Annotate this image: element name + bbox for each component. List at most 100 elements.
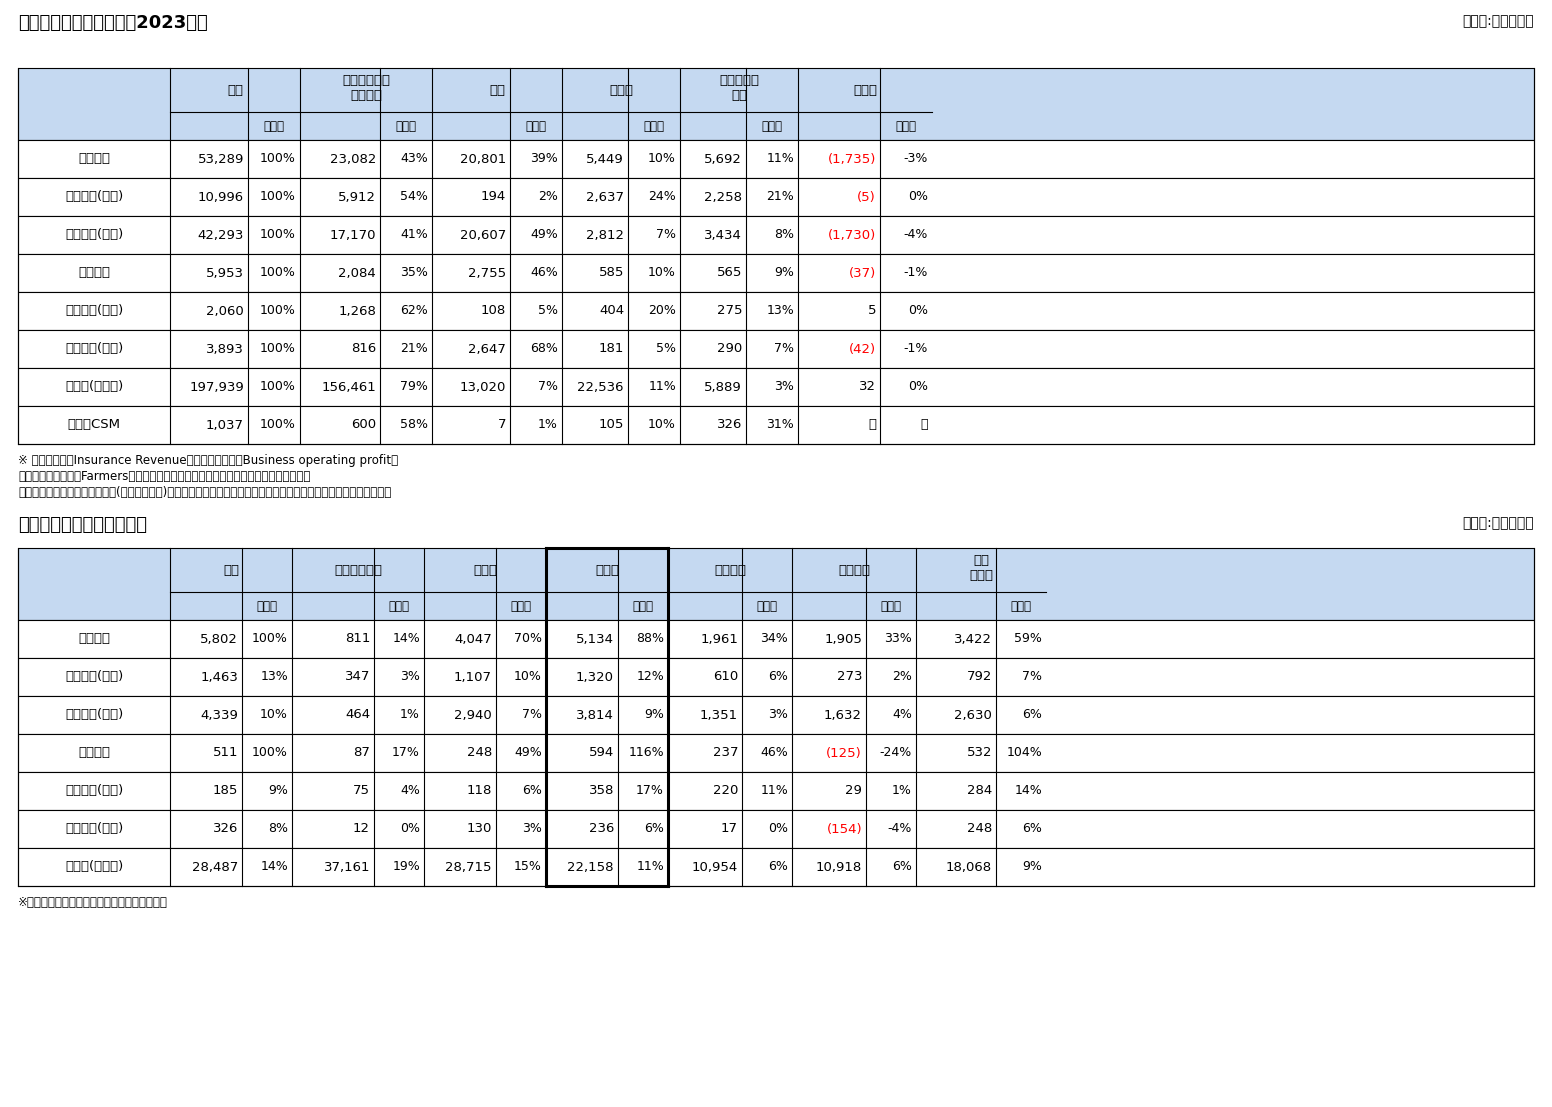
- Text: 2,755: 2,755: [467, 267, 506, 279]
- Text: 100%: 100%: [261, 304, 296, 318]
- Text: 28,715: 28,715: [445, 860, 492, 873]
- Text: 532: 532: [967, 746, 992, 759]
- Text: 全体: 全体: [227, 83, 244, 96]
- Text: アジア・太: アジア・太: [719, 74, 759, 87]
- Text: ※ 保険収益は「Insurance Revenue」、営業利益は「Business operating profit」: ※ 保険収益は「Insurance Revenue」、営業利益は「Busines…: [19, 454, 399, 467]
- Text: 保険収益(損保): 保険収益(損保): [65, 228, 123, 241]
- Text: 中南米: 中南米: [608, 83, 633, 96]
- Text: 10%: 10%: [649, 153, 677, 166]
- Text: 構成比: 構成比: [264, 120, 284, 133]
- Text: 79%: 79%: [400, 381, 428, 393]
- Text: 12%: 12%: [636, 671, 664, 683]
- Text: 100%: 100%: [251, 632, 289, 645]
- Text: 新契約CSM: 新契約CSM: [67, 418, 121, 432]
- Text: (37): (37): [849, 267, 875, 279]
- Text: -3%: -3%: [903, 153, 928, 166]
- Bar: [19, 734, 1533, 772]
- Text: 2,812: 2,812: [587, 228, 624, 241]
- Text: 284: 284: [967, 785, 992, 797]
- Text: 5,802: 5,802: [200, 632, 237, 645]
- Text: 100%: 100%: [261, 381, 296, 393]
- Text: 248: 248: [467, 746, 492, 759]
- Bar: [19, 216, 1533, 254]
- Text: 156,461: 156,461: [321, 381, 376, 393]
- Text: 14%: 14%: [393, 632, 421, 645]
- Text: 0%: 0%: [908, 304, 928, 318]
- Text: 構成比: 構成比: [388, 600, 410, 612]
- Text: 1%: 1%: [892, 785, 913, 797]
- Text: 19%: 19%: [393, 860, 421, 873]
- Text: 181: 181: [599, 342, 624, 355]
- Text: 3%: 3%: [774, 381, 795, 393]
- Text: 816: 816: [351, 342, 376, 355]
- Text: スイス: スイス: [594, 563, 619, 577]
- Bar: [19, 292, 1533, 330]
- Text: 100%: 100%: [261, 153, 296, 166]
- Text: 6%: 6%: [768, 860, 788, 873]
- Text: 3%: 3%: [400, 671, 421, 683]
- Text: ※「欧州その他」には、中東・アフリカを含む: ※「欧州その他」には、中東・アフリカを含む: [19, 896, 168, 909]
- Bar: [19, 810, 1533, 848]
- Text: 5,692: 5,692: [705, 153, 742, 166]
- Text: 275: 275: [717, 304, 742, 318]
- Text: 116%: 116%: [629, 746, 664, 759]
- Text: 87: 87: [354, 746, 369, 759]
- Text: 北米: 北米: [489, 83, 504, 96]
- Text: 290: 290: [717, 342, 742, 355]
- Text: 59%: 59%: [1013, 632, 1041, 645]
- Text: 236: 236: [588, 823, 615, 836]
- Text: 22,158: 22,158: [568, 860, 615, 873]
- Text: 2,647: 2,647: [469, 342, 506, 355]
- Text: 保険事業の地域別内訳（2023年）: 保険事業の地域別内訳（2023年）: [19, 14, 208, 32]
- Text: 600: 600: [351, 418, 376, 432]
- Text: 1,463: 1,463: [200, 671, 237, 683]
- Text: 585: 585: [599, 267, 624, 279]
- Text: 220: 220: [712, 785, 739, 797]
- Text: 4,047: 4,047: [455, 632, 492, 645]
- Bar: [19, 548, 1533, 620]
- Text: 14%: 14%: [261, 860, 289, 873]
- Text: ドイツ: ドイツ: [473, 563, 497, 577]
- Text: 保険収益: 保険収益: [78, 632, 110, 645]
- Text: 11%: 11%: [767, 153, 795, 166]
- Text: 53,289: 53,289: [197, 153, 244, 166]
- Text: 10%: 10%: [649, 418, 677, 432]
- Text: 2%: 2%: [892, 671, 913, 683]
- Text: 10%: 10%: [261, 708, 289, 722]
- Text: 「北米」はアングロアメリカ(米国とカナダ)を指し、「中南米」はラテンアメリカの意味でメキシコを含んでいる。: 「北米」はアングロアメリカ(米国とカナダ)を指し、「中南米」はラテンアメリカの意…: [19, 486, 391, 499]
- Text: 営業利益: 営業利益: [78, 746, 110, 759]
- Text: 5: 5: [868, 304, 875, 318]
- Text: －: －: [920, 418, 928, 432]
- Text: 100%: 100%: [261, 342, 296, 355]
- Text: 11%: 11%: [636, 860, 664, 873]
- Text: 100%: 100%: [251, 746, 289, 759]
- Text: イタリア: イタリア: [838, 563, 871, 577]
- Text: 1,107: 1,107: [455, 671, 492, 683]
- Text: (5): (5): [857, 190, 875, 204]
- Text: 41%: 41%: [400, 228, 428, 241]
- Text: 5%: 5%: [656, 342, 677, 355]
- Text: 平洋: 平洋: [731, 89, 747, 102]
- Text: 2,630: 2,630: [954, 708, 992, 722]
- Text: 35%: 35%: [400, 267, 428, 279]
- Text: 100%: 100%: [261, 190, 296, 204]
- Text: 197,939: 197,939: [189, 381, 244, 393]
- Text: 130: 130: [467, 823, 492, 836]
- Text: 2,258: 2,258: [705, 190, 742, 204]
- Text: 18,068: 18,068: [945, 860, 992, 873]
- Text: 13%: 13%: [767, 304, 795, 318]
- Text: 1,268: 1,268: [338, 304, 376, 318]
- Text: 75: 75: [352, 785, 369, 797]
- Text: 100%: 100%: [261, 267, 296, 279]
- Text: 8%: 8%: [268, 823, 289, 836]
- Text: 610: 610: [712, 671, 739, 683]
- Text: 37,161: 37,161: [323, 860, 369, 873]
- Text: 構成比: 構成比: [1010, 600, 1032, 612]
- Text: 6%: 6%: [521, 785, 542, 797]
- Text: 17%: 17%: [393, 746, 421, 759]
- Text: アフリカ: アフリカ: [351, 89, 382, 102]
- Text: 3,434: 3,434: [705, 228, 742, 241]
- Text: 6%: 6%: [1023, 823, 1041, 836]
- Text: 0%: 0%: [768, 823, 788, 836]
- Text: 108: 108: [481, 304, 506, 318]
